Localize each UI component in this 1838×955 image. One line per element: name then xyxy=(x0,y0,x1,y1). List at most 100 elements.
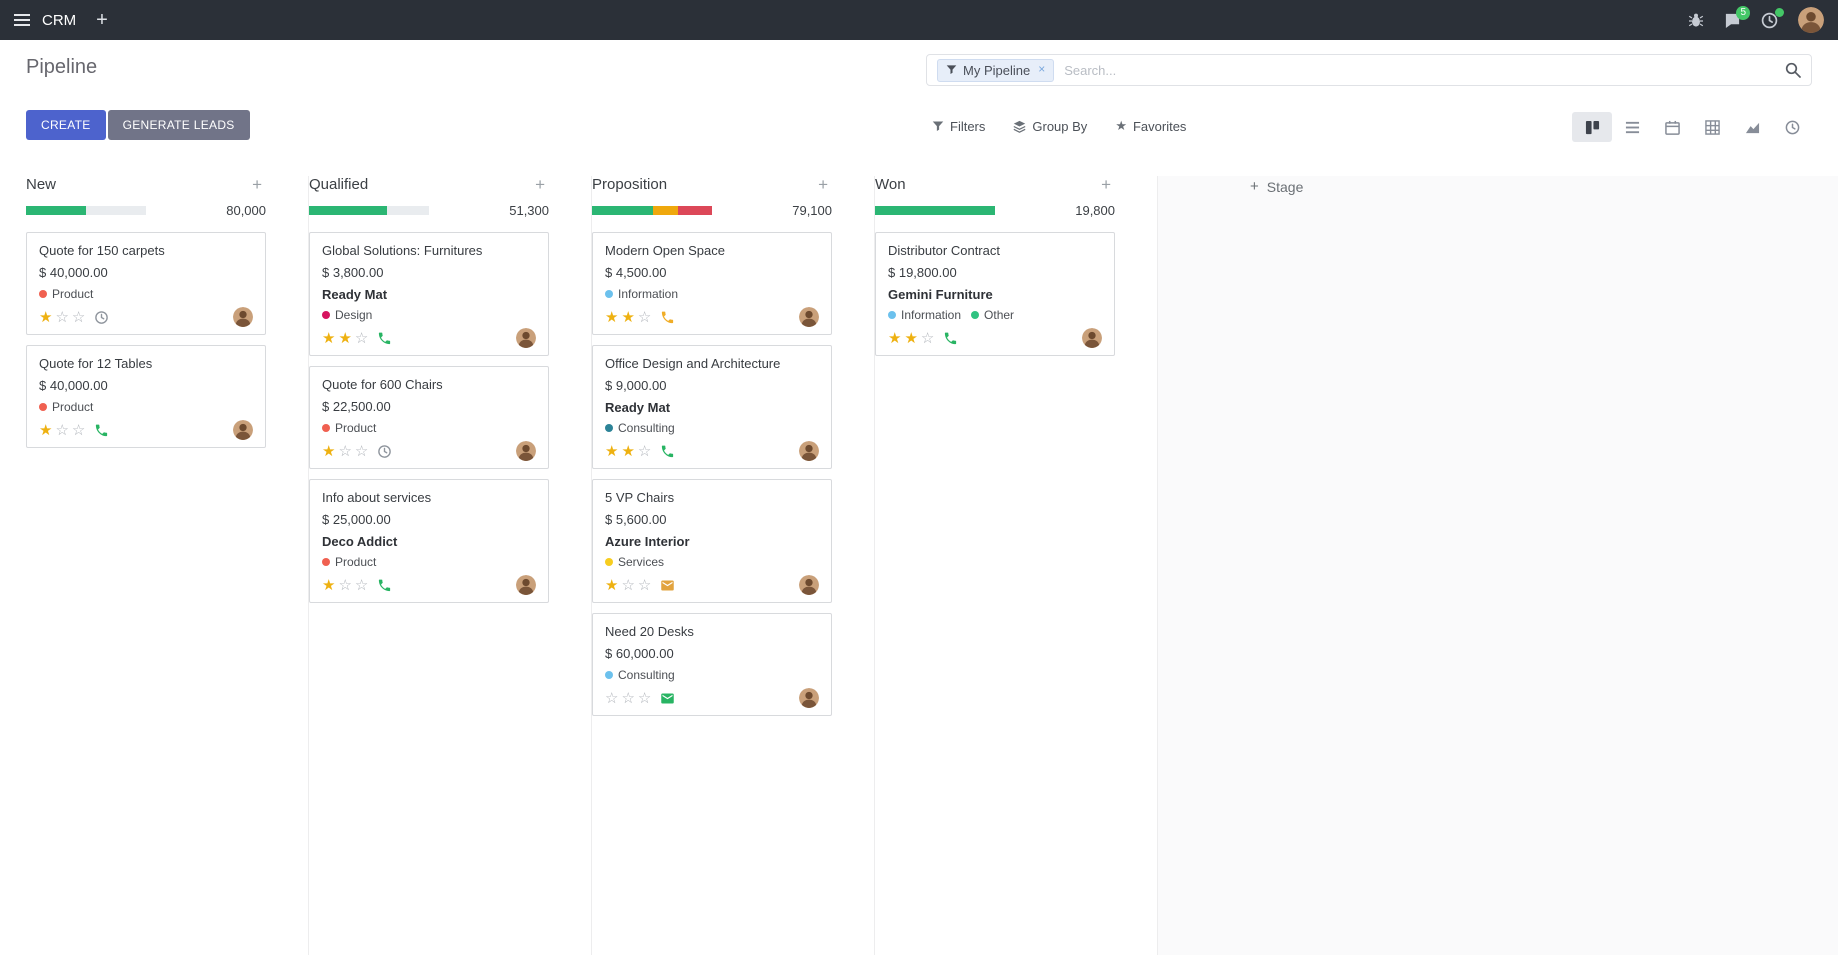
stage-progressbar[interactable] xyxy=(592,206,712,215)
star-empty-icon[interactable]: ☆ xyxy=(338,442,352,460)
avatar[interactable] xyxy=(516,575,536,595)
search-input[interactable] xyxy=(1064,62,1785,78)
phone-activity-icon[interactable] xyxy=(660,444,675,459)
search-icon[interactable] xyxy=(1785,62,1801,78)
progress-segment[interactable] xyxy=(653,206,679,215)
kanban-card[interactable]: Office Design and Architecture $ 9,000.0… xyxy=(592,345,832,469)
kanban-card[interactable]: 5 VP Chairs $ 5,600.00 Azure Interior Se… xyxy=(592,479,832,603)
envelope-activity-icon[interactable] xyxy=(660,691,675,706)
kanban-card[interactable]: Quote for 600 Chairs $ 22,500.00 Product… xyxy=(309,366,549,469)
kanban-card[interactable]: Quote for 12 Tables $ 40,000.00 Product … xyxy=(26,345,266,448)
phone-activity-icon[interactable] xyxy=(377,331,392,346)
filters-button[interactable]: Filters xyxy=(932,118,985,134)
star-filled-icon[interactable]: ★ xyxy=(39,421,53,439)
stage-name[interactable]: Qualified xyxy=(309,176,369,193)
star-filled-icon[interactable]: ★ xyxy=(605,442,619,460)
stage-progressbar[interactable] xyxy=(875,206,995,215)
star-filled-icon[interactable]: ★ xyxy=(621,442,635,460)
star-filled-icon[interactable]: ★ xyxy=(605,576,619,594)
envelope-activity-icon[interactable] xyxy=(660,578,675,593)
star-empty-icon[interactable]: ☆ xyxy=(621,689,635,707)
priority-stars[interactable]: ★ ☆ ☆ xyxy=(322,444,368,459)
priority-stars[interactable]: ☆ ☆ ☆ xyxy=(605,691,651,706)
kanban-card[interactable]: Need 20 Desks $ 60,000.00 Consulting ☆ ☆ ☆ xyxy=(592,613,832,716)
user-avatar[interactable] xyxy=(1798,7,1824,33)
star-empty-icon[interactable]: ☆ xyxy=(605,689,619,707)
clock-activity-icon[interactable] xyxy=(377,444,392,459)
avatar[interactable] xyxy=(799,575,819,595)
activity-view-icon[interactable] xyxy=(1772,112,1812,142)
priority-stars[interactable]: ★ ☆ ☆ xyxy=(39,423,85,438)
priority-stars[interactable]: ★ ★ ☆ xyxy=(605,310,651,325)
star-filled-icon[interactable]: ★ xyxy=(904,329,918,347)
star-filled-icon[interactable]: ★ xyxy=(888,329,902,347)
kanban-card[interactable]: Quote for 150 carpets $ 40,000.00 Produc… xyxy=(26,232,266,335)
kanban-card[interactable]: Distributor Contract $ 19,800.00 Gemini … xyxy=(875,232,1115,356)
star-filled-icon[interactable]: ★ xyxy=(322,576,336,594)
avatar[interactable] xyxy=(799,441,819,461)
quick-add-icon[interactable]: + xyxy=(96,9,108,31)
stage-name[interactable]: Won xyxy=(875,176,906,193)
avatar[interactable] xyxy=(516,441,536,461)
group-by-button[interactable]: Group By xyxy=(1013,118,1087,134)
progress-segment[interactable] xyxy=(678,206,712,215)
debug-bug-icon[interactable] xyxy=(1688,12,1704,28)
clock-activity-icon[interactable] xyxy=(94,310,109,325)
star-empty-icon[interactable]: ☆ xyxy=(338,576,352,594)
kanban-card[interactable]: Global Solutions: Furnitures $ 3,800.00 … xyxy=(309,232,549,356)
star-filled-icon[interactable]: ★ xyxy=(605,308,619,326)
star-empty-icon[interactable]: ☆ xyxy=(637,442,652,460)
kanban-card[interactable]: Modern Open Space $ 4,500.00 Information… xyxy=(592,232,832,335)
phone-activity-icon[interactable] xyxy=(377,578,392,593)
star-filled-icon[interactable]: ★ xyxy=(338,329,352,347)
priority-stars[interactable]: ★ ★ ☆ xyxy=(888,331,934,346)
star-empty-icon[interactable]: ☆ xyxy=(354,576,369,594)
avatar[interactable] xyxy=(516,328,536,348)
list-view-icon[interactable] xyxy=(1612,112,1652,142)
avatar[interactable] xyxy=(799,688,819,708)
search-bar[interactable]: My Pipeline × xyxy=(926,54,1812,86)
search-facet[interactable]: My Pipeline × xyxy=(937,58,1055,82)
add-card-icon[interactable]: + xyxy=(818,175,828,194)
app-name[interactable]: CRM xyxy=(42,11,77,29)
star-filled-icon[interactable]: ★ xyxy=(322,329,336,347)
priority-stars[interactable]: ★ ☆ ☆ xyxy=(605,578,651,593)
stage-name[interactable]: New xyxy=(26,176,57,193)
stage-name[interactable]: Proposition xyxy=(592,176,668,193)
add-card-icon[interactable]: + xyxy=(1101,175,1111,194)
star-empty-icon[interactable]: ☆ xyxy=(71,308,86,326)
add-stage-button[interactable]: + Stage xyxy=(1250,178,1838,195)
star-empty-icon[interactable]: ☆ xyxy=(55,308,69,326)
star-filled-icon[interactable]: ★ xyxy=(322,442,336,460)
star-filled-icon[interactable]: ★ xyxy=(39,308,53,326)
star-empty-icon[interactable]: ☆ xyxy=(354,329,369,347)
graph-view-icon[interactable] xyxy=(1732,112,1772,142)
stage-progressbar[interactable] xyxy=(26,206,146,215)
star-empty-icon[interactable]: ☆ xyxy=(71,421,86,439)
star-empty-icon[interactable]: ☆ xyxy=(637,576,652,594)
avatar[interactable] xyxy=(233,420,253,440)
favorites-button[interactable]: ★ Favorites xyxy=(1115,118,1186,134)
star-empty-icon[interactable]: ☆ xyxy=(920,329,935,347)
priority-stars[interactable]: ★ ★ ☆ xyxy=(322,331,368,346)
progress-segment[interactable] xyxy=(309,206,387,215)
create-button[interactable]: CREATE xyxy=(26,110,106,140)
progress-segment[interactable] xyxy=(592,206,654,215)
star-empty-icon[interactable]: ☆ xyxy=(637,308,652,326)
activities-clock-icon[interactable] xyxy=(1761,7,1784,29)
kanban-card[interactable]: Info about services $ 25,000.00 Deco Add… xyxy=(309,479,549,603)
generate-leads-button[interactable]: GENERATE LEADS xyxy=(107,110,250,140)
priority-stars[interactable]: ★ ★ ☆ xyxy=(605,444,651,459)
star-filled-icon[interactable]: ★ xyxy=(621,308,635,326)
priority-stars[interactable]: ★ ☆ ☆ xyxy=(39,310,85,325)
phone-activity-icon[interactable] xyxy=(660,310,675,325)
kanban-view-icon[interactable] xyxy=(1572,112,1612,142)
avatar[interactable] xyxy=(1082,328,1102,348)
pivot-view-icon[interactable] xyxy=(1692,112,1732,142)
star-empty-icon[interactable]: ☆ xyxy=(55,421,69,439)
star-empty-icon[interactable]: ☆ xyxy=(621,576,635,594)
stage-progressbar[interactable] xyxy=(309,206,429,215)
phone-activity-icon[interactable] xyxy=(943,331,958,346)
progress-segment[interactable] xyxy=(26,206,86,215)
add-card-icon[interactable]: + xyxy=(535,175,545,194)
